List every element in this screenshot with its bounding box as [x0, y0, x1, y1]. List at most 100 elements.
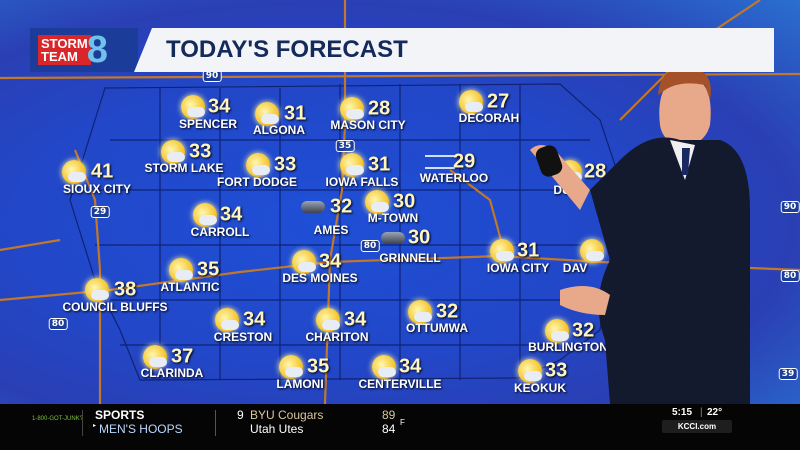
partly-sunny-icon — [408, 300, 432, 324]
clock: 5:15 — [672, 407, 693, 418]
city-temp: 34 — [319, 250, 342, 273]
city-temp: 33 — [274, 153, 297, 176]
partly-sunny-icon — [161, 140, 185, 164]
city-label: MASON CITY — [330, 118, 406, 132]
city-temp: 34 — [220, 203, 243, 226]
page-title: TODAY'S FORECAST — [134, 28, 774, 72]
city-label: CRESTON — [213, 330, 273, 344]
county-map — [0, 0, 800, 404]
city-temp: 31 — [368, 153, 391, 176]
city-temp: 29 — [453, 150, 476, 173]
partly-sunny-icon — [255, 102, 279, 126]
storm-team-8-logo: STORM TEAM 8 — [30, 28, 138, 72]
city-label: AMES — [313, 223, 349, 237]
city-temp: 32 — [436, 300, 459, 323]
highway-shield: 39 — [778, 368, 798, 380]
city-label: CHARITON — [305, 330, 369, 344]
logo-line1: STORM — [41, 36, 88, 51]
logo-line2: TEAM — [41, 49, 78, 64]
partly-sunny-icon — [143, 345, 167, 369]
city-label: FORT DODGE — [217, 175, 297, 189]
city-label: CLARINDA — [140, 366, 204, 380]
sponsor-logo: 1-800-GOT-JUNK? — [32, 416, 84, 422]
city-label: SPENCER — [178, 117, 238, 131]
city-label: CARROLL — [190, 225, 250, 239]
caret-right-icon: ▸ — [93, 423, 97, 429]
city-label: CENTERVILLE — [358, 377, 442, 391]
city-label: OTTUMWA — [406, 321, 468, 335]
city-label: ALGONA — [253, 123, 305, 137]
city-label: IOWA CITY — [486, 261, 550, 275]
partly-sunny-icon — [181, 95, 205, 119]
divider — [215, 410, 216, 436]
city-temp: 35 — [307, 355, 330, 378]
team1-rank: 9 — [237, 408, 244, 422]
partly-sunny-icon — [62, 160, 86, 184]
team2-name: Utah Utes — [250, 422, 304, 436]
partly-sunny-icon — [365, 190, 389, 214]
city-label: BURLINGTON — [528, 340, 608, 354]
news-ticker: 1-800-GOT-JUNK? SPORTS ▸ MEN'S HOOPS 9 B… — [0, 404, 800, 450]
city-temp: 34 — [344, 308, 367, 331]
city-temp: 37 — [171, 345, 194, 368]
ticker-subcategory: MEN'S HOOPS — [99, 422, 183, 436]
highway-shield: 90 — [780, 201, 800, 213]
city-label: DES MOINES — [282, 271, 358, 285]
site-label: KCCI.com — [662, 420, 732, 433]
city-temp: 34 — [243, 308, 266, 331]
city-temp: 35 — [197, 258, 220, 281]
city-temp: 34 — [208, 95, 231, 118]
weather-map: 90 35 29 80 80 90 80 39 34 SPENCER 31 ALGONA 28… — [0, 0, 800, 404]
forecast-banner: STORM TEAM 8 TODAY'S FORECAST — [30, 28, 774, 72]
city-temp: 28 — [584, 160, 607, 183]
divider — [82, 410, 83, 436]
city-temp: 32 — [330, 195, 353, 218]
cloudy-icon — [301, 201, 325, 213]
city-label: DAV — [562, 261, 588, 275]
city-label: GRINNELL — [379, 251, 441, 265]
city-label: DECORAH — [458, 111, 520, 125]
team1-score: 89 — [382, 408, 396, 422]
team2-score: 84 — [382, 422, 396, 436]
partly-sunny-icon — [340, 153, 364, 177]
partly-sunny-icon — [169, 258, 193, 282]
partly-sunny-icon — [85, 278, 109, 302]
team1-name: BYU Cougars — [250, 408, 324, 422]
city-temp: 33 — [189, 140, 212, 163]
partly-sunny-icon — [545, 319, 569, 343]
partly-sunny-icon — [490, 239, 514, 263]
ticker-category: SPORTS — [95, 408, 145, 422]
city-temp: 33 — [545, 359, 568, 382]
separator: | — [700, 407, 703, 418]
highway-shield: 80 — [48, 318, 68, 330]
city-label: IOWA FALLS — [325, 175, 399, 189]
city-label: WATERLOO — [419, 171, 489, 185]
partly-sunny-icon — [246, 153, 270, 177]
city-label: LAMONI — [276, 377, 324, 391]
highway-shield: 80 — [360, 240, 380, 252]
city-label: SIOUX CITY — [62, 182, 132, 196]
cloudy-icon — [381, 232, 405, 244]
city-temp: 31 — [284, 102, 307, 125]
current-temp: 22° — [707, 407, 723, 418]
partly-sunny-icon — [518, 359, 542, 383]
windy-icon — [425, 155, 455, 169]
city-temp: 27 — [487, 90, 510, 113]
city-label: ATLANTIC — [160, 280, 220, 294]
highway-shield: 80 — [780, 270, 800, 282]
partly-sunny-icon — [292, 250, 316, 274]
logo-number: 8 — [86, 29, 108, 71]
meteorologist — [530, 67, 750, 404]
city-label: M-TOWN — [367, 211, 419, 225]
partly-sunny-icon — [580, 239, 604, 263]
city-temp: 32 — [572, 319, 595, 342]
city-label: COUNCIL BLUFFS — [62, 300, 168, 314]
game-status: F — [400, 418, 405, 427]
partly-sunny-icon — [279, 355, 303, 379]
city-temp: 28 — [368, 97, 391, 120]
highway-shield: 35 — [335, 140, 355, 152]
city-temp: 30 — [408, 226, 431, 249]
city-label: KEOKUK — [513, 381, 567, 395]
partly-sunny-icon — [372, 355, 396, 379]
partly-cloudy-icon — [459, 90, 483, 114]
